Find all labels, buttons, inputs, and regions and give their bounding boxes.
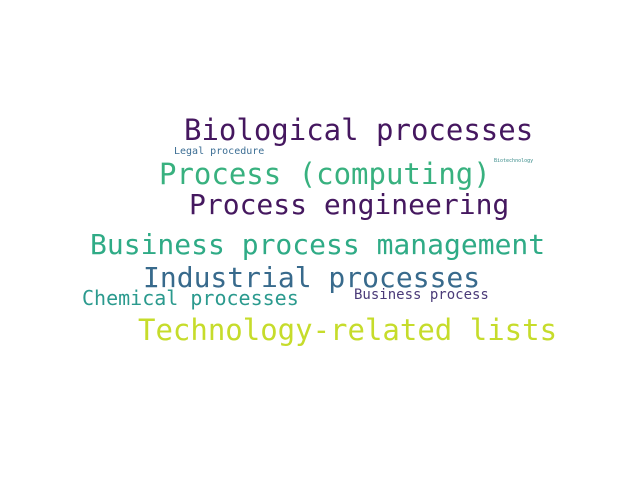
word-biotechnology: Biotechnology xyxy=(494,158,534,164)
word-biological-processes: Biological processes xyxy=(184,113,534,147)
word-business-process-management: Business process management xyxy=(90,228,546,261)
word-technology-related-lists: Technology-related lists xyxy=(138,313,558,347)
word-chemical-processes: Chemical processes xyxy=(82,286,299,310)
word-legal-procedure: Legal procedure xyxy=(174,146,265,157)
word-process-computing: Process (computing) xyxy=(159,157,491,191)
word-industrial-processes: Industrial processes xyxy=(143,261,481,294)
word-business-process: Business process xyxy=(354,287,489,303)
word-process-engineering: Process engineering xyxy=(189,188,510,221)
